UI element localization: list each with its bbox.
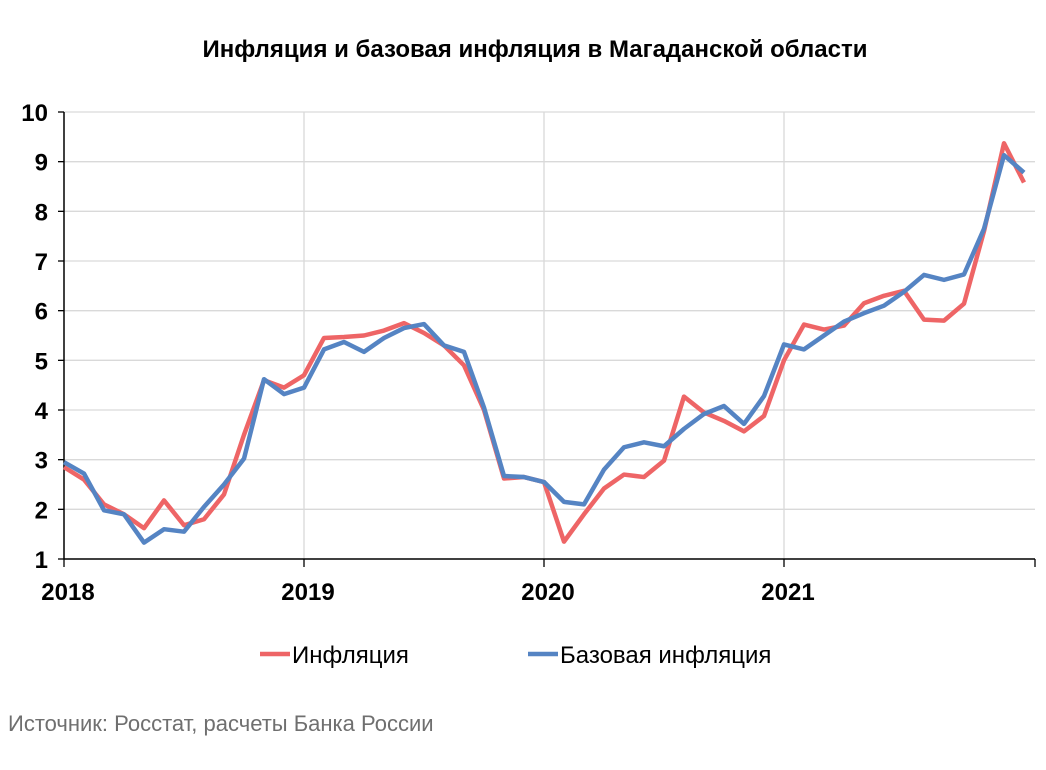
- chart-title: Инфляция и базовая инфляция в Магаданско…: [202, 36, 868, 63]
- y-tick-label: 1: [35, 547, 48, 574]
- series-line-core-inflation: [62, 152, 1026, 545]
- legend-label: Инфляция: [292, 642, 409, 669]
- x-tick-label: 2019: [281, 579, 334, 606]
- x-tick-label: 2018: [41, 579, 94, 606]
- y-tick-label: 3: [35, 448, 48, 475]
- legend-label: Базовая инфляция: [560, 642, 771, 669]
- y-tick-label: 6: [35, 299, 48, 326]
- y-tick-label: 9: [35, 150, 48, 177]
- x-tick-label: 2021: [761, 579, 814, 606]
- source-note: Источник: Росстат, расчеты Банка России: [8, 711, 434, 736]
- y-tick-label: 4: [35, 398, 49, 425]
- x-tick-label: 2020: [521, 579, 574, 606]
- y-tick-label: 2: [35, 497, 48, 524]
- y-tick-label: 8: [35, 199, 48, 226]
- y-tick-label: 7: [35, 249, 48, 276]
- y-tick-label: 5: [35, 348, 48, 375]
- y-tick-label: 10: [21, 100, 48, 127]
